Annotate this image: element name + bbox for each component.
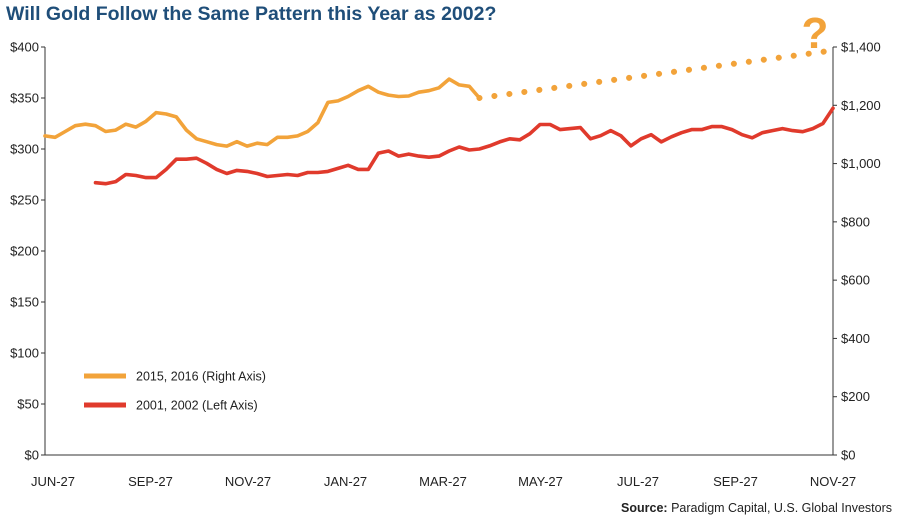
legend-label: 2001, 2002 (Left Axis): [136, 399, 258, 413]
right-tick-label: $400: [841, 331, 870, 346]
right-tick-label: $200: [841, 389, 870, 404]
source-label: Source:: [621, 501, 668, 515]
x-tick-label: JUN-27: [31, 474, 75, 489]
left-tick-label: $350: [10, 91, 39, 106]
series-line-2015-2016: [43, 77, 482, 148]
x-tick-label: NOV-27: [225, 474, 271, 489]
left-tick-label: $400: [10, 40, 39, 55]
source-text: Paradigm Capital, U.S. Global Investors: [671, 501, 892, 515]
series-lines: [43, 48, 835, 186]
left-tick-label: $0: [25, 448, 39, 463]
chart-title: Will Gold Follow the Same Pattern this Y…: [6, 3, 497, 25]
right-tick-label: $800: [841, 214, 870, 229]
right-tick-label: $1,200: [841, 98, 881, 113]
projection-dotted-line: [476, 48, 829, 101]
right-tick-label: $600: [841, 273, 870, 288]
x-tick-label: MAR-27: [419, 474, 467, 489]
source-note: Source: Paradigm Capital, U.S. Global In…: [621, 501, 892, 515]
left-tick-label: $250: [10, 193, 39, 208]
left-tick-label: $300: [10, 142, 39, 157]
axes: $0 $50 $100 $150 $200 $250 $300 $350 $400 $0 $200 $…: [10, 40, 881, 490]
x-tick-label: JUL-27: [617, 474, 659, 489]
x-tick-label: JAN-27: [324, 474, 367, 489]
x-tick-label: MAY-27: [518, 474, 563, 489]
legend-label: 2015, 2016 (Right Axis): [136, 370, 266, 384]
series-line-2001-2002: [93, 106, 835, 186]
x-tick-label: SEP-27: [713, 474, 758, 489]
left-tick-label: $100: [10, 346, 39, 361]
left-tick-label: $200: [10, 244, 39, 259]
left-tick-label: $150: [10, 295, 39, 310]
x-tick-label: SEP-27: [128, 474, 173, 489]
x-tick-label: NOV-27: [810, 474, 856, 489]
question-mark: ?: [802, 9, 829, 58]
legend: 2015, 2016 (Right Axis) 2001, 2002 (Left …: [84, 370, 266, 413]
right-tick-label: $0: [841, 448, 855, 463]
right-tick-label: $1,000: [841, 156, 881, 171]
right-tick-label: $1,400: [841, 40, 881, 55]
left-tick-label: $50: [17, 397, 39, 412]
